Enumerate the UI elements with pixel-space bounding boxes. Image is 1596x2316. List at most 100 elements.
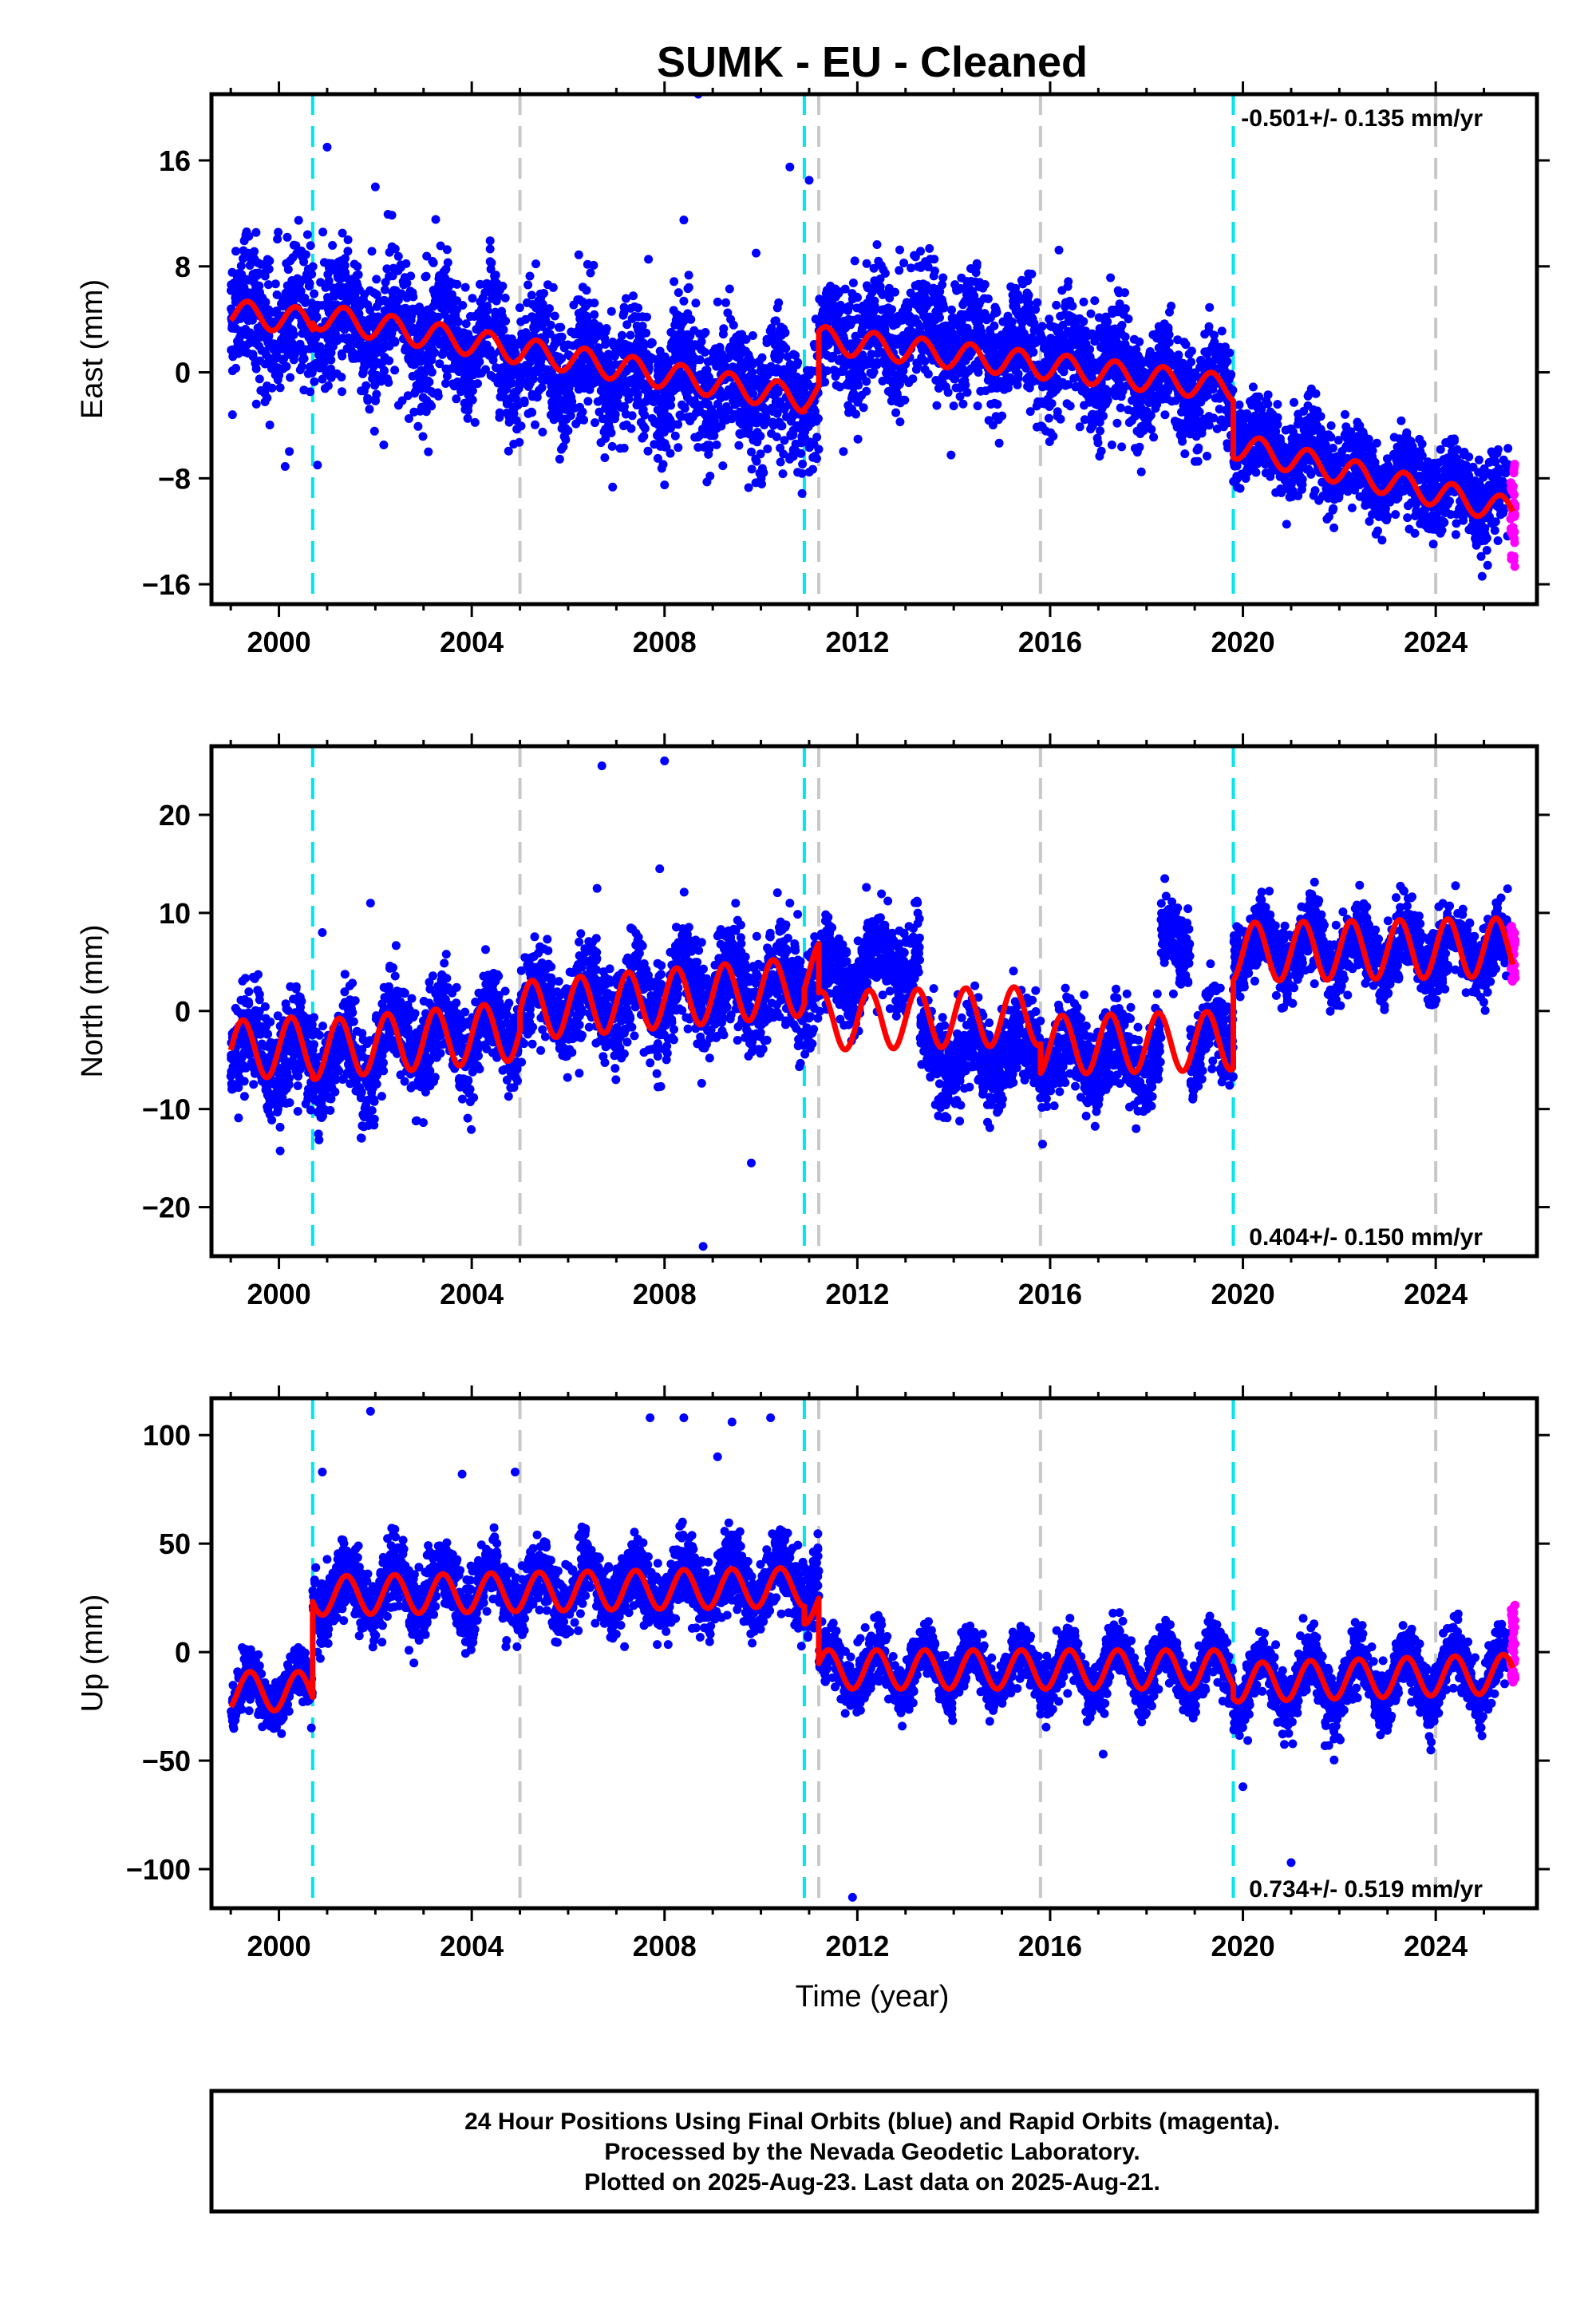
data-point [638, 350, 648, 359]
data-point [1105, 326, 1115, 335]
data-point [728, 390, 737, 400]
data-point [1079, 297, 1088, 306]
data-point [474, 309, 484, 318]
data-point [912, 281, 922, 290]
data-point [947, 305, 956, 314]
data-point [684, 271, 693, 280]
data-point [642, 312, 651, 322]
data-point [640, 424, 650, 433]
data-point [851, 369, 860, 378]
data-point [954, 365, 963, 374]
data-point [449, 314, 459, 322]
data-point [266, 361, 275, 370]
data-point [791, 350, 800, 360]
data-point [525, 271, 535, 281]
data-point [253, 258, 263, 267]
data-point [1042, 342, 1052, 351]
data-point [555, 322, 563, 332]
data-point [1112, 374, 1122, 384]
data-point [436, 241, 445, 251]
data-point [328, 241, 338, 250]
data-point [869, 263, 879, 273]
data-point [895, 245, 904, 255]
data-point [407, 311, 417, 321]
data-point [926, 297, 935, 306]
data-point [1477, 571, 1487, 581]
data-point [885, 311, 895, 321]
data-point [745, 429, 754, 439]
data-point [460, 283, 470, 292]
data-point [600, 453, 610, 462]
data-point [485, 257, 495, 267]
data-point [862, 259, 871, 268]
data-point [562, 414, 571, 424]
data-point [465, 356, 475, 366]
data-point [365, 314, 374, 324]
data-point [452, 394, 461, 404]
data-point [429, 389, 438, 398]
data-point [1037, 421, 1046, 431]
data-point [710, 416, 719, 425]
data-point [1474, 455, 1483, 464]
data-point [619, 421, 628, 431]
data-point [421, 271, 431, 281]
data-point [916, 247, 925, 256]
data-point [938, 280, 947, 290]
data-point [1045, 437, 1054, 446]
data-point [545, 366, 555, 376]
data-point [468, 370, 478, 380]
data-point [279, 302, 288, 311]
data-point [951, 383, 961, 393]
data-point [1490, 526, 1499, 536]
data-point [613, 398, 622, 408]
data-point [523, 280, 533, 290]
data-point [422, 251, 432, 261]
data-point [934, 324, 944, 334]
data-point [1213, 346, 1223, 356]
data-point [593, 397, 602, 406]
data-point [283, 265, 293, 275]
data-point [528, 374, 538, 384]
data-point [1079, 317, 1088, 326]
data-point [1053, 374, 1062, 384]
data-point [358, 368, 368, 377]
data-point [1029, 318, 1039, 328]
data-point [1064, 277, 1073, 287]
data-point [1193, 456, 1203, 466]
data-point [370, 394, 380, 404]
data-point [369, 288, 379, 298]
data-point [387, 242, 397, 251]
data-point [1080, 357, 1090, 366]
data-point [718, 330, 728, 339]
plot-area [227, 94, 1520, 604]
data-point [459, 328, 468, 338]
data-point [729, 320, 738, 330]
data-point [654, 366, 662, 375]
data-point [463, 413, 472, 423]
data-point [666, 401, 675, 410]
data-point [476, 279, 484, 289]
data-point [603, 413, 613, 423]
data-point [473, 379, 482, 389]
data-point [340, 254, 350, 263]
data-point [275, 383, 285, 393]
data-point [267, 307, 276, 317]
data-point [380, 306, 389, 315]
data-point [684, 335, 693, 345]
data-point [999, 377, 1009, 387]
data-point [1103, 395, 1112, 405]
data-point [662, 442, 671, 452]
data-point [326, 364, 335, 373]
data-point [569, 300, 579, 310]
data-point [605, 388, 614, 397]
data-point [555, 333, 564, 342]
data-point [747, 447, 756, 456]
data-point [377, 337, 387, 346]
data-point [302, 330, 312, 339]
data-point [715, 342, 725, 352]
data-point [1116, 403, 1125, 413]
data-point [231, 324, 241, 334]
data-point [248, 350, 258, 359]
data-point [769, 390, 779, 400]
data-point [891, 408, 901, 417]
